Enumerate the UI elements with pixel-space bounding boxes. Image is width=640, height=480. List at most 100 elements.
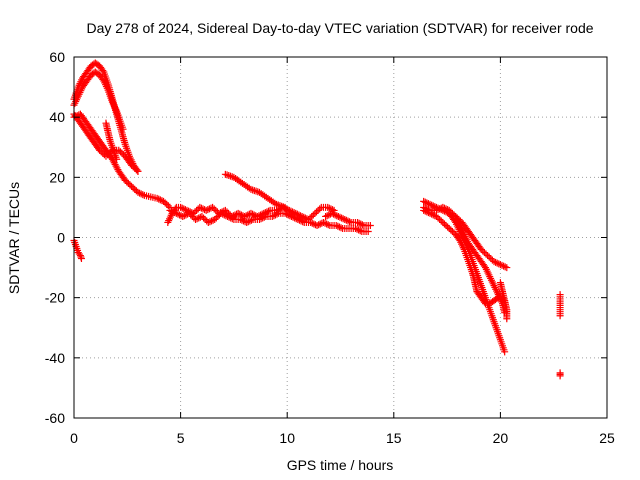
data-point [243,218,251,226]
data-point [495,260,503,268]
data-point [344,217,352,225]
data-point [436,215,444,223]
data-point [452,212,460,220]
data-point [335,223,343,231]
data-point [273,200,281,208]
data-point [366,221,374,229]
data-point [223,171,231,179]
data-point [180,212,188,220]
data-point [501,263,509,271]
data-point [323,212,331,220]
data-point [252,187,260,195]
data-point [440,220,448,228]
data-point [234,209,242,217]
data-point [211,215,219,223]
data-point [341,215,349,223]
data-point [448,227,456,235]
data-point [172,209,180,217]
data-point [442,221,450,229]
data-point [177,203,185,211]
data-point [197,204,205,212]
data-point [455,215,463,223]
data-point [166,206,174,214]
x-tick-labels: 0 5 10 15 20 25 [70,430,615,446]
data-point [126,181,134,189]
data-point [99,149,107,157]
data-point [354,218,362,226]
data-point [325,211,333,219]
data-point [153,194,161,202]
data-point [453,214,461,222]
data-point [209,203,217,211]
data-point [434,206,442,214]
data-point [480,249,488,257]
data-point [316,205,324,213]
data-point [429,202,437,210]
data-point [96,146,104,154]
data-point [244,218,252,226]
y-tick-label: 60 [49,49,65,65]
x-tick-label: 0 [70,430,78,446]
data-point [299,218,307,226]
data-point [128,182,136,190]
data-point [286,212,294,220]
data-point [123,178,131,186]
data-point [355,226,363,234]
data-point [208,217,216,225]
data-point [278,202,286,210]
data-point [307,218,315,226]
data-point [119,125,127,133]
data-point [357,220,365,228]
grid [74,57,607,418]
data-point [257,215,265,223]
data-point [236,215,244,223]
data-point [221,170,229,178]
data-point [268,212,276,220]
data-point [448,211,456,219]
data-point [231,211,239,219]
data-point [118,149,126,157]
data-point [134,167,142,175]
chart-title: Day 278 of 2024, Sidereal Day-to-day VTE… [86,20,593,36]
data-point [323,220,331,228]
data-point [273,210,281,218]
data-point [355,219,363,227]
data-point [116,148,124,156]
data-point [439,218,447,226]
data-point [192,215,200,223]
data-point [164,202,172,210]
data-point [129,184,137,192]
data-point [423,208,431,216]
data-point [353,225,361,233]
data-point [225,213,233,221]
data-point [444,223,452,231]
data-point [309,211,317,219]
data-point [239,217,247,225]
data-point [429,211,437,219]
data-point [503,315,511,323]
data-point [331,211,339,219]
data-point [224,212,232,220]
data-point [207,204,215,212]
y-axis-label: SDTVAR / TECUs [6,182,22,294]
data-point [490,258,498,266]
data-point [308,219,316,227]
data-point [477,246,485,254]
data-point [132,166,140,174]
data-point [308,212,316,220]
data-point [199,205,207,213]
data-point [201,215,209,223]
data-point [228,215,236,223]
data-point [161,199,169,207]
data-point [246,217,254,225]
data-point [169,208,177,216]
data-point [185,209,193,217]
data-point [174,210,182,218]
x-axis-label: GPS time / hours [287,457,394,473]
data-point [155,195,163,203]
data-point [358,221,366,229]
data-point [334,212,342,220]
data-point [295,216,303,224]
data-point [176,211,184,219]
